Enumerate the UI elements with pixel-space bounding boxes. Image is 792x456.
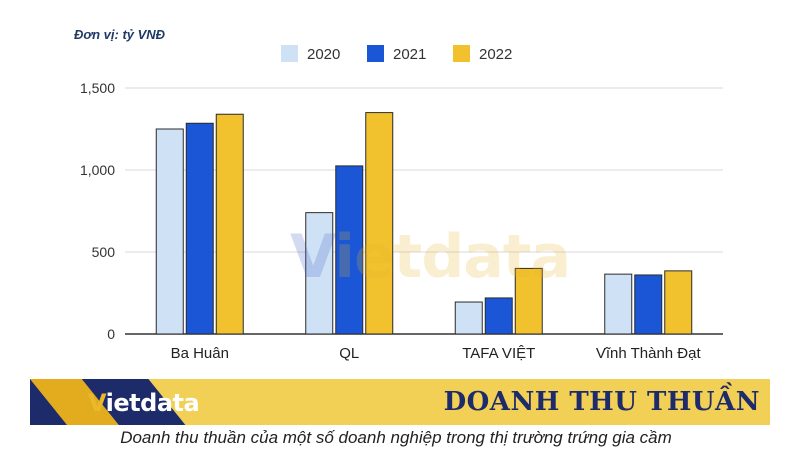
bar [185, 122, 214, 335]
legend-swatch [453, 45, 470, 62]
logo-v: V [88, 389, 106, 417]
logo-text: ietdata [105, 389, 200, 417]
y-tick-label: 1,500 [80, 80, 115, 96]
bar [365, 112, 394, 335]
bar [484, 297, 513, 335]
bar [604, 273, 633, 335]
legend-label: 2020 [307, 46, 340, 63]
x-axis-ticks: Ba Huân QL TAFA VIỆT Vĩnh Thành Đạt [171, 345, 702, 362]
y-axis-ticks: 0 500 1,000 1,500 [80, 80, 115, 342]
legend: 2020 2021 2022 [281, 45, 512, 63]
legend-label: 2021 [393, 46, 426, 63]
bar [215, 113, 244, 335]
bar [514, 267, 543, 335]
caption: Doanh thu thuần của một số doanh nghiệp … [120, 428, 672, 447]
y-tick-label: 1,000 [80, 162, 115, 178]
bars [155, 112, 693, 335]
bar [305, 212, 334, 335]
legend-swatch [281, 45, 298, 62]
bar [335, 165, 364, 335]
bar [634, 274, 663, 335]
legend-label: 2022 [479, 46, 512, 63]
brand-logo: Vietdata [88, 389, 200, 417]
x-tick-label: QL [339, 345, 359, 362]
gridlines [125, 87, 723, 335]
bar [155, 128, 184, 335]
x-tick-label: TAFA VIỆT [462, 345, 535, 362]
bar [454, 301, 483, 335]
x-tick-label: Vĩnh Thành Đạt [596, 345, 702, 362]
bar [664, 270, 693, 335]
x-tick-label: Ba Huân [171, 345, 229, 362]
unit-label: Đơn vị: tỷ VNĐ [74, 27, 166, 42]
banner-gold-band [148, 379, 770, 425]
bar-chart: 0 500 1,000 1,500 Ba Huân QL TAFA VIỆT Vĩnh Th… [80, 45, 723, 362]
banner-title: DOANH THU THUẦN [443, 387, 760, 417]
title-banner: Vietdata DOANH THU THUẦN [30, 379, 770, 425]
y-tick-label: 0 [107, 326, 115, 342]
y-tick-label: 500 [92, 244, 116, 260]
watermark-text: ietdata [334, 222, 571, 292]
watermark-logo: Vietdata [290, 222, 571, 292]
watermark-v: V [290, 222, 335, 292]
legend-swatch [367, 45, 384, 62]
